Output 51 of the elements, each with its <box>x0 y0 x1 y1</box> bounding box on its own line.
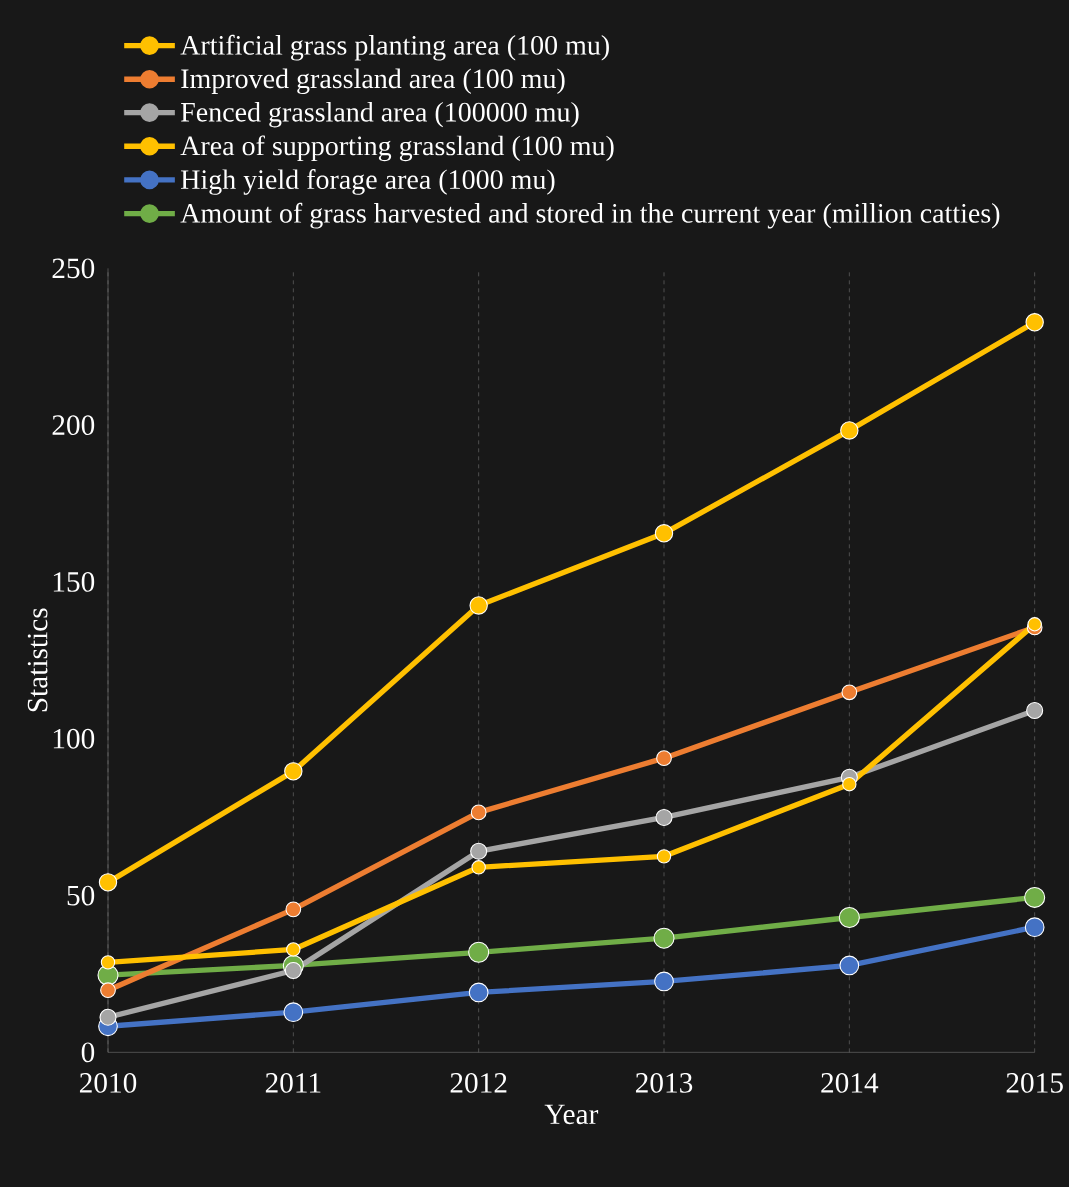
point <box>469 596 488 615</box>
x-tick-label: 2014 <box>821 1073 879 1093</box>
point <box>468 941 490 963</box>
point <box>471 860 486 875</box>
x-tick-label: 2015 <box>1006 1073 1063 1093</box>
legend-label: Area of supporting grassland (100 mu) <box>180 135 614 162</box>
point <box>654 524 674 543</box>
legend-label: Improved grassland area (100 mu) <box>181 68 565 94</box>
point <box>1027 617 1042 632</box>
y-tick-label: 250 <box>52 258 95 279</box>
point <box>840 421 859 440</box>
x-tick-label: 2011 <box>265 1073 321 1093</box>
point <box>285 901 302 918</box>
point <box>839 955 860 976</box>
point <box>284 762 303 781</box>
point <box>841 684 858 701</box>
point <box>284 961 302 980</box>
point <box>1025 313 1044 332</box>
legend-label: Fenced grassland area (100000 mu) <box>181 101 579 128</box>
point <box>1024 886 1046 908</box>
y-tick-label: 100 <box>53 728 95 749</box>
legend-label: High yield forage area (1000 mu) <box>181 169 555 195</box>
point <box>286 942 301 957</box>
x-tick-label: 2010 <box>79 1073 137 1093</box>
y-tick-label: 0 <box>81 1042 95 1063</box>
point <box>468 982 489 1003</box>
point <box>470 842 488 860</box>
point <box>99 1008 117 1026</box>
y-tick-label: 50 <box>67 885 95 906</box>
y-tick-label: 150 <box>53 572 95 592</box>
point <box>655 808 673 826</box>
point <box>653 927 675 949</box>
legend-label: Amount of grass harvested and stored in the current year (million catties) <box>180 202 1000 229</box>
y-tick-label: 200 <box>52 415 95 436</box>
point <box>838 906 860 929</box>
point <box>100 982 116 999</box>
point <box>842 776 857 792</box>
y-axis-title: Statistics <box>27 608 48 712</box>
point <box>1026 701 1044 720</box>
x-tick-label: 2013 <box>635 1073 693 1093</box>
point <box>98 873 118 892</box>
point <box>654 971 674 992</box>
x-axis-title: Year <box>544 1104 599 1125</box>
point <box>100 955 116 970</box>
x-tick-label: 2012 <box>450 1073 507 1093</box>
point <box>656 750 672 767</box>
point <box>1024 917 1045 938</box>
point <box>470 804 487 821</box>
point <box>283 1002 304 1023</box>
point <box>656 849 672 864</box>
legend-label: Artificial grass planting area (100 mu) <box>180 34 609 61</box>
